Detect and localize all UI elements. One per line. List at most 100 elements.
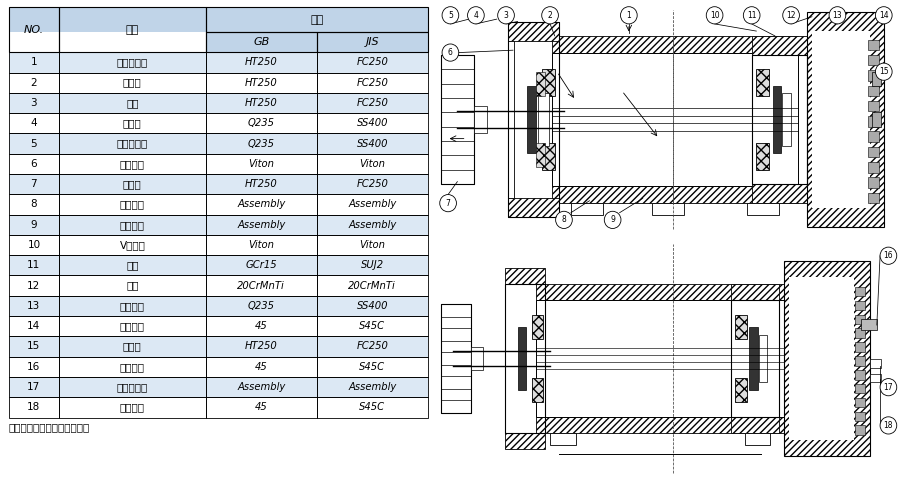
Text: 14: 14 [879,11,888,20]
Bar [59,133,206,154]
Bar [317,377,427,397]
Bar [868,177,879,188]
Bar [747,203,779,215]
Circle shape [706,7,723,24]
Text: HT250: HT250 [245,341,277,351]
Bar [9,235,59,255]
Text: 3: 3 [31,98,37,108]
Bar [206,377,317,397]
Bar [59,377,206,397]
Bar [59,73,206,93]
Bar [855,412,865,421]
Bar [59,275,206,296]
Text: 材质: 材质 [310,15,323,25]
Bar [731,300,779,417]
Bar [542,69,554,96]
Bar [855,287,865,296]
Bar [59,357,206,377]
Bar [784,261,870,456]
Bar [9,255,59,275]
Text: 5: 5 [31,139,37,149]
Bar [59,377,206,397]
Bar [9,52,59,73]
Text: 1: 1 [626,11,631,20]
Text: 2: 2 [548,11,553,20]
Bar [59,52,206,73]
Bar [536,143,545,167]
Bar [206,194,317,215]
Bar [735,315,747,339]
Bar [59,235,206,255]
Bar [317,377,427,397]
Bar [317,154,427,174]
Text: Assembly: Assembly [348,382,396,392]
Text: 6: 6 [31,159,37,169]
Bar [441,328,472,341]
Bar [759,335,767,382]
Bar [317,73,427,93]
Bar [9,296,59,316]
Bar [59,215,206,235]
Text: 润滑油面计: 润滑油面计 [117,382,148,392]
Bar [206,52,317,73]
Circle shape [880,379,896,396]
Bar [441,400,472,413]
Bar [317,296,427,316]
Bar [536,284,784,300]
Bar [59,113,206,133]
Bar [206,33,317,52]
Bar [731,417,779,433]
Bar [505,433,545,449]
Bar [206,73,317,93]
Bar [872,72,881,86]
Text: 18: 18 [884,421,893,430]
Text: Viton: Viton [248,159,274,169]
Bar [206,397,317,418]
Bar [441,55,473,184]
Bar [206,113,317,133]
Bar [870,359,881,368]
Text: 主动叶轮: 主动叶轮 [120,199,145,209]
Text: 17: 17 [884,383,893,391]
Bar [206,93,317,113]
Bar [317,397,427,418]
Bar [553,53,798,186]
Bar [206,154,317,174]
Bar [59,174,206,194]
Circle shape [555,211,572,228]
Bar [317,357,427,377]
Bar [206,33,317,52]
Bar [9,377,59,397]
Bar [860,319,877,330]
Bar [868,116,879,127]
Bar [652,203,685,215]
Text: JIS: JIS [365,37,379,47]
Bar [317,357,427,377]
Bar [9,337,59,357]
Text: Viton: Viton [248,240,274,250]
Bar [9,215,59,235]
Bar [9,73,59,93]
Text: S45C: S45C [359,321,385,331]
Bar [782,93,791,146]
Bar [9,174,59,194]
Bar [317,93,427,113]
Text: Assembly: Assembly [237,220,285,230]
Text: V型油封: V型油封 [120,240,145,250]
Bar [317,133,427,154]
Bar [206,174,317,194]
Text: S45C: S45C [359,402,385,413]
Bar [855,384,865,393]
Text: Viton: Viton [359,240,385,250]
Bar [868,86,879,96]
Text: 骨架油封: 骨架油封 [120,159,145,169]
Bar [441,304,472,317]
Bar [9,215,59,235]
Bar [9,397,59,418]
Bar [59,337,206,357]
Bar [59,93,206,113]
Bar [59,174,206,194]
Bar [855,356,865,366]
Bar [59,113,206,133]
Circle shape [442,44,459,61]
